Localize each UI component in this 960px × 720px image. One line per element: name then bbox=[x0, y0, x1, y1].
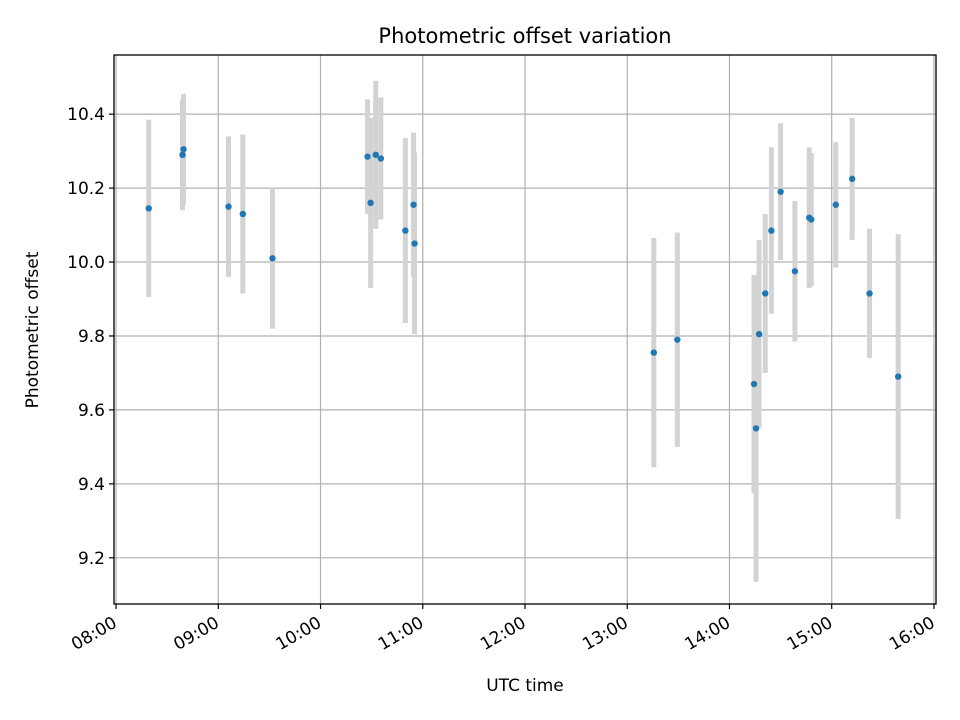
data-point bbox=[410, 201, 417, 208]
data-point bbox=[377, 155, 385, 162]
data-point bbox=[225, 203, 232, 210]
data-point bbox=[179, 151, 186, 159]
data-point bbox=[674, 336, 681, 343]
x-axis-label: UTC time bbox=[486, 676, 564, 696]
data-point bbox=[367, 199, 374, 207]
data-point bbox=[832, 201, 840, 208]
y-tick-label: 9.8 bbox=[78, 327, 105, 347]
y-tick-label: 10.4 bbox=[67, 105, 105, 125]
data-points bbox=[145, 146, 902, 432]
data-point bbox=[762, 290, 769, 297]
data-point bbox=[777, 188, 784, 195]
grid bbox=[114, 55, 936, 604]
data-point bbox=[768, 227, 775, 234]
data-point bbox=[650, 349, 658, 356]
data-point bbox=[411, 240, 418, 247]
data-point bbox=[848, 175, 856, 183]
data-point bbox=[752, 425, 760, 432]
y-tick-label: 9.4 bbox=[78, 475, 105, 495]
data-point bbox=[791, 268, 799, 275]
y-tick-label: 9.6 bbox=[78, 401, 105, 421]
data-point bbox=[364, 153, 371, 160]
chart-title: Photometric offset variation bbox=[378, 24, 671, 48]
y-axis: 9.2 9.4 9.6 9.8 10.0 10.2 10.4 bbox=[67, 105, 114, 569]
data-point bbox=[866, 290, 873, 297]
data-point bbox=[750, 380, 758, 388]
data-point bbox=[894, 373, 902, 380]
data-point bbox=[402, 227, 409, 234]
data-point bbox=[239, 210, 247, 218]
data-point bbox=[180, 146, 187, 153]
data-point bbox=[145, 205, 152, 212]
data-point bbox=[808, 216, 815, 223]
data-point bbox=[269, 255, 276, 262]
y-tick-label: 10.0 bbox=[67, 253, 105, 273]
data-point bbox=[372, 151, 379, 159]
y-axis-label: Photometric offset bbox=[23, 251, 43, 408]
data-point bbox=[755, 330, 763, 338]
y-tick-label: 10.2 bbox=[67, 179, 105, 199]
y-tick-label: 9.2 bbox=[78, 549, 105, 569]
